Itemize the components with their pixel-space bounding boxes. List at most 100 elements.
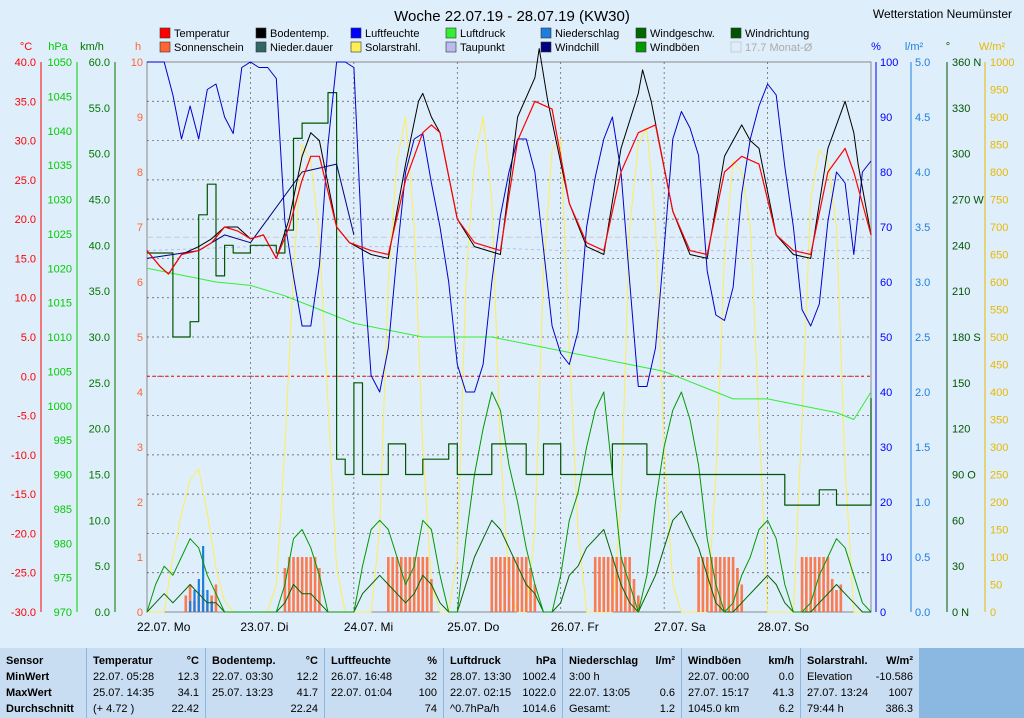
bar-sunshine — [697, 557, 700, 612]
tick-label-wm2: 450 — [990, 360, 1008, 372]
bar-sunshine — [408, 557, 412, 612]
bar-sunshine — [188, 584, 192, 612]
bar-sunshine — [503, 557, 506, 612]
bar-sunshine — [817, 557, 821, 612]
tick-label-temp: 30.0 — [15, 136, 36, 148]
stats-cell-left: ^0.7hPa/h — [450, 703, 500, 715]
stats-cell-left: 27.07. 15:17 — [688, 687, 750, 699]
tick-label-hpa: 1010 — [48, 332, 72, 344]
stats-cell-right: 386.3 — [885, 703, 913, 715]
legend-swatch — [159, 27, 171, 39]
bar-sunshine — [805, 557, 808, 612]
tick-label-wm2: 400 — [990, 387, 1008, 399]
stats-cell-left: 3:00 h — [569, 671, 600, 683]
tick-label-deg: 180 S — [952, 332, 981, 344]
bar-sunshine — [421, 557, 425, 612]
tick-label-wm2: 100 — [990, 552, 1008, 564]
stats-cell-left: Luftdruck — [450, 655, 501, 667]
tick-label-hours: 7 — [137, 222, 143, 234]
bar-sunshine — [822, 557, 825, 612]
stats-cell-right: 22.24 — [290, 703, 318, 715]
tick-label-deg: 150 — [952, 378, 970, 390]
stats-cell-left: Windböen — [688, 655, 742, 667]
stats-column: Windböen km/h 22.07. 00:00 0.0 27.07. 15:17 4… — [682, 648, 801, 718]
tick-label-wm2: 300 — [990, 442, 1008, 454]
stats-column: Temperatur °C 22.07. 05:28 12.3 25.07. 14:35… — [87, 648, 206, 718]
bar-sunshine — [296, 557, 300, 612]
tick-label-kmh: 25.0 — [89, 378, 110, 390]
stats-cell-left: 1045.0 km — [688, 703, 740, 715]
x-tick-label: 24.07. Mi — [344, 620, 393, 634]
stats-cell-right: 74 — [424, 703, 437, 715]
stats-cell: 28.07. 13:30 1002.4 — [450, 670, 556, 684]
tick-label-deg: 240 — [952, 240, 970, 252]
stats-cell-right: °C — [305, 655, 318, 667]
bar-sunshine — [826, 557, 830, 612]
bar-rain — [193, 590, 196, 612]
bar-sunshine — [287, 557, 291, 612]
tick-label-temp: -5.0 — [17, 411, 36, 423]
stats-cell-left: Gesamt: — [569, 703, 611, 715]
tick-label-hours: 0 — [137, 607, 143, 619]
stats-cell: Windböen km/h — [688, 654, 794, 668]
x-axis-labels: 22.07. Mo 23.07. Di 24.07. Mi 25.07. Do 26.0… — [137, 620, 809, 634]
axis-unit-lm2: l/m² — [905, 41, 924, 53]
legend-label: Bodentemp. — [270, 28, 329, 40]
stats-cell-left: 27.07. 13:24 — [807, 687, 869, 699]
tick-label-kmh: 55.0 — [89, 103, 110, 115]
bar-sunshine — [214, 584, 218, 612]
x-tick-label: 23.07. Di — [240, 620, 288, 634]
tick-label-hours: 3 — [137, 442, 143, 454]
stats-cell: 22.24 — [212, 702, 318, 716]
tick-label-percent: 20 — [880, 497, 892, 509]
axis-unit-wm2: W/m² — [979, 41, 1006, 53]
bar-sunshine — [809, 557, 812, 612]
tick-label-temp: 35.0 — [15, 96, 36, 108]
tick-label-wm2: 1000 — [990, 57, 1014, 69]
bar-sunshine — [399, 557, 403, 612]
legend-swatch — [730, 27, 742, 39]
series-line-luftfeuchte — [147, 61, 872, 393]
tick-label-hpa: 1035 — [48, 160, 72, 172]
stats-cell: Bodentemp. °C — [212, 654, 318, 668]
bar-sunshine — [283, 568, 287, 612]
stats-column: Bodentemp. °C 22.07. 03:30 12.2 25.07. 13:23… — [206, 648, 325, 718]
tick-label-hpa: 1025 — [48, 229, 72, 241]
tick-label-percent: 90 — [880, 112, 892, 124]
tick-label-hours: 5 — [137, 332, 143, 344]
legend-label: Windrichtung — [745, 28, 809, 40]
legend-label: Nieder.dauer — [270, 42, 333, 54]
axis-unit-hours: h — [135, 41, 141, 53]
legend-swatch — [445, 27, 457, 39]
stats-label-column: Sensor MinWert MaxWert Durchschnitt — [0, 648, 87, 718]
tick-label-kmh: 15.0 — [89, 470, 110, 482]
stats-cell-left: 25.07. 13:23 — [212, 687, 274, 699]
stats-cell-left: Solarstrahl. — [807, 655, 868, 667]
stats-cell-right: 1.2 — [659, 703, 675, 715]
stats-row-label: MinWert — [6, 671, 50, 683]
legend-swatch — [540, 41, 552, 53]
bar-sunshine — [835, 590, 838, 612]
stats-cell-left: 22.07. 00:00 — [688, 671, 750, 683]
stats-cell: Elevation -10.586 — [807, 670, 913, 684]
stats-cell-left: 79:44 h — [807, 703, 844, 715]
tick-label-lm2: 2.0 — [915, 387, 930, 399]
tick-label-hours: 8 — [137, 167, 143, 179]
tick-label-temp: -30.0 — [11, 607, 36, 619]
legend-label: Luftdruck — [460, 28, 506, 40]
bar-sunshine — [602, 557, 606, 612]
tick-label-lm2: 3.5 — [915, 222, 930, 234]
stats-cell: 22.07. 02:15 1022.0 — [450, 686, 556, 700]
tick-label-temp: 0.0 — [21, 371, 36, 383]
stats-cell-left: (+ 4.72 ) — [93, 703, 135, 715]
tick-label-percent: 80 — [880, 167, 892, 179]
tick-label-hpa: 970 — [54, 607, 72, 619]
stats-cell: 22.07. 13:05 0.6 — [569, 686, 675, 700]
stats-cell-left: 28.07. 13:30 — [450, 671, 512, 683]
bar-sunshine — [533, 584, 537, 612]
legend-label: Windchill — [555, 42, 599, 54]
tick-label-wm2: 800 — [990, 167, 1008, 179]
bar-sunshine — [800, 557, 804, 612]
stats-cell: Luftdruck hPa — [450, 654, 556, 668]
stats-cell-left: 22.07. 03:30 — [212, 671, 274, 683]
